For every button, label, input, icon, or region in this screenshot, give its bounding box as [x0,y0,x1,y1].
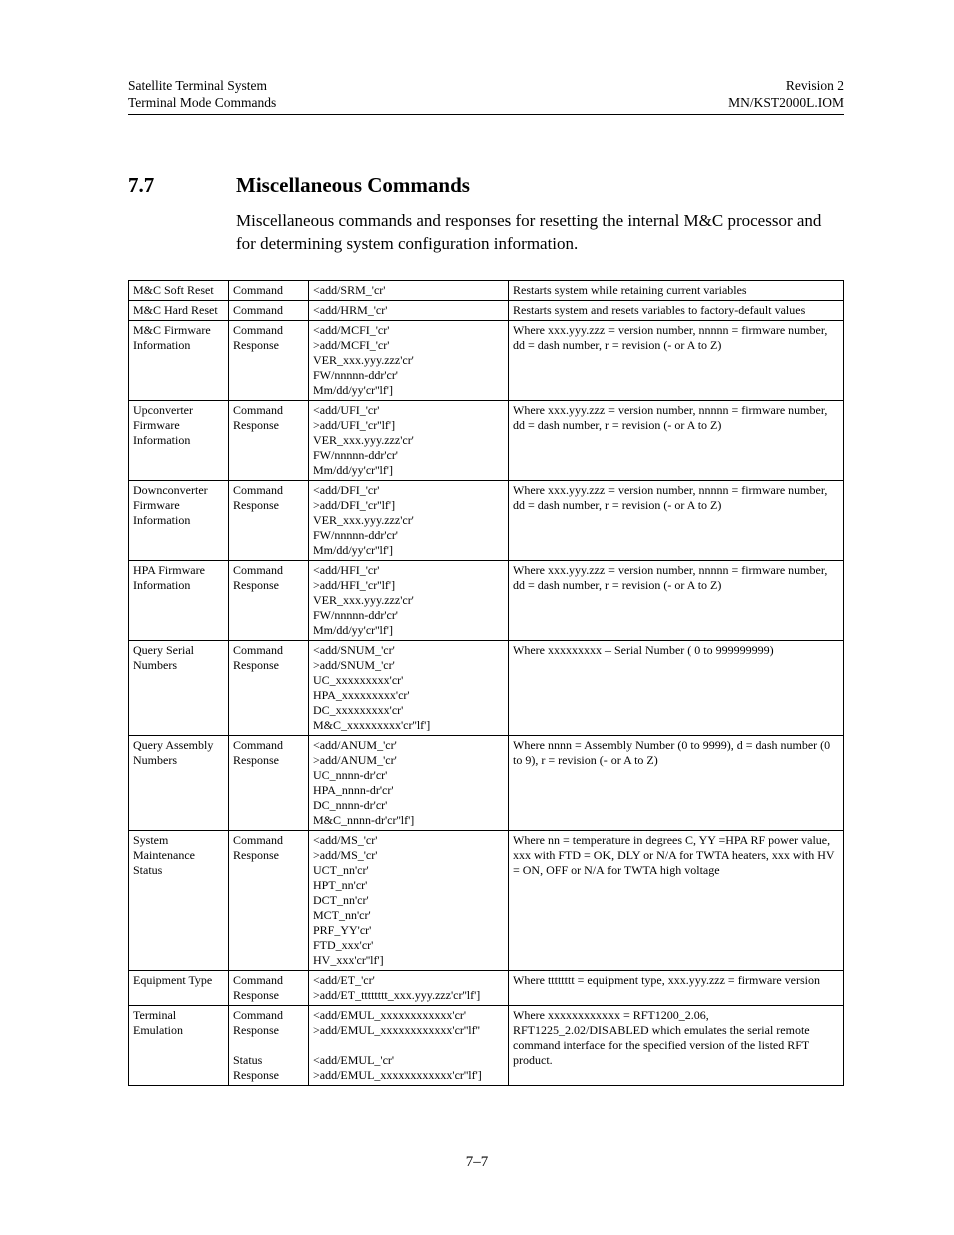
cmd-desc: Restarts system while retaining current … [509,280,844,300]
cmd-name: Downconverter Firmware Information [129,480,229,560]
table-row: Query Serial NumbersCommand Response<add… [129,640,844,735]
cmd-syntax: <add/HFI_'cr' >add/HFI_'cr''lf'] VER_xxx… [309,560,509,640]
cmd-desc: Where nnnn = Assembly Number (0 to 9999)… [509,735,844,830]
cmd-name: Equipment Type [129,970,229,1005]
cmd-syntax: <add/MCFI_'cr' >add/MCFI_'cr' VER_xxx.yy… [309,320,509,400]
cmd-type: Command [229,280,309,300]
cmd-syntax: <add/HRM_'cr' [309,300,509,320]
header-left-1: Satellite Terminal System [128,78,267,95]
table-row: HPA Firmware InformationCommand Response… [129,560,844,640]
cmd-type: Command Response [229,830,309,970]
cmd-type: Command [229,300,309,320]
cmd-syntax: <add/ANUM_'cr' >add/ANUM_'cr' UC_nnnn-dr… [309,735,509,830]
cmd-desc: Where nn = temperature in degrees C, YY … [509,830,844,970]
table-row: Downconverter Firmware InformationComman… [129,480,844,560]
cmd-syntax: <add/SNUM_'cr' >add/SNUM_'cr' UC_xxxxxxx… [309,640,509,735]
cmd-syntax: <add/SRM_'cr' [309,280,509,300]
table-row: Upconverter Firmware InformationCommand … [129,400,844,480]
header-right-1: Revision 2 [786,78,844,95]
table-row: M&C Firmware InformationCommand Response… [129,320,844,400]
cmd-desc: Where xxxxxxxxxxxx = RFT1200_2.06, RFT12… [509,1005,844,1085]
cmd-type: Command Response [229,640,309,735]
cmd-type: Command Response Status Response [229,1005,309,1085]
cmd-type: Command Response [229,480,309,560]
page-footer: 7–7 [0,1154,954,1171]
section-number: 7.7 [128,173,236,198]
cmd-syntax: <add/UFI_'cr' >add/UFI_'cr''lf'] VER_xxx… [309,400,509,480]
cmd-desc: Where tttttttt = equipment type, xxx.yyy… [509,970,844,1005]
section-title: Miscellaneous Commands [236,173,470,198]
cmd-syntax: <add/MS_'cr' >add/MS_'cr' UCT_nn'cr' HPT… [309,830,509,970]
cmd-desc: Where xxx.yyy.zzz = version number, nnnn… [509,480,844,560]
cmd-name: M&C Firmware Information [129,320,229,400]
cmd-desc: Where xxx.yyy.zzz = version number, nnnn… [509,560,844,640]
table-row: System Maintenance StatusCommand Respons… [129,830,844,970]
cmd-name: Query Serial Numbers [129,640,229,735]
cmd-syntax: <add/EMUL_xxxxxxxxxxxx'cr' >add/EMUL_xxx… [309,1005,509,1085]
table-row: Query Assembly NumbersCommand Response<a… [129,735,844,830]
cmd-name: Query Assembly Numbers [129,735,229,830]
table-row: M&C Soft ResetCommand<add/SRM_'cr'Restar… [129,280,844,300]
cmd-desc: Where xxx.yyy.zzz = version number, nnnn… [509,320,844,400]
cmd-name: Upconverter Firmware Information [129,400,229,480]
cmd-type: Command Response [229,320,309,400]
cmd-name: HPA Firmware Information [129,560,229,640]
section-intro: Miscellaneous commands and responses for… [236,210,844,256]
header-divider [128,114,844,115]
cmd-name: System Maintenance Status [129,830,229,970]
commands-table: M&C Soft ResetCommand<add/SRM_'cr'Restar… [128,280,844,1086]
cmd-type: Command Response [229,560,309,640]
cmd-syntax: <add/DFI_'cr' >add/DFI_'cr''lf'] VER_xxx… [309,480,509,560]
cmd-type: Command Response [229,735,309,830]
cmd-type: Command Response [229,970,309,1005]
cmd-desc: Where xxx.yyy.zzz = version number, nnnn… [509,400,844,480]
cmd-desc: Restarts system and resets variables to … [509,300,844,320]
header-right-2: MN/KST2000L.IOM [728,95,844,112]
cmd-syntax: <add/ET_'cr' >add/ET_tttttttt_xxx.yyy.zz… [309,970,509,1005]
cmd-type: Command Response [229,400,309,480]
header-left-2: Terminal Mode Commands [128,95,276,112]
cmd-name: M&C Soft Reset [129,280,229,300]
table-row: M&C Hard ResetCommand<add/HRM_'cr'Restar… [129,300,844,320]
table-row: Terminal EmulationCommand Response Statu… [129,1005,844,1085]
table-row: Equipment TypeCommand Response<add/ET_'c… [129,970,844,1005]
cmd-name: M&C Hard Reset [129,300,229,320]
cmd-name: Terminal Emulation [129,1005,229,1085]
cmd-desc: Where xxxxxxxxx – Serial Number ( 0 to 9… [509,640,844,735]
